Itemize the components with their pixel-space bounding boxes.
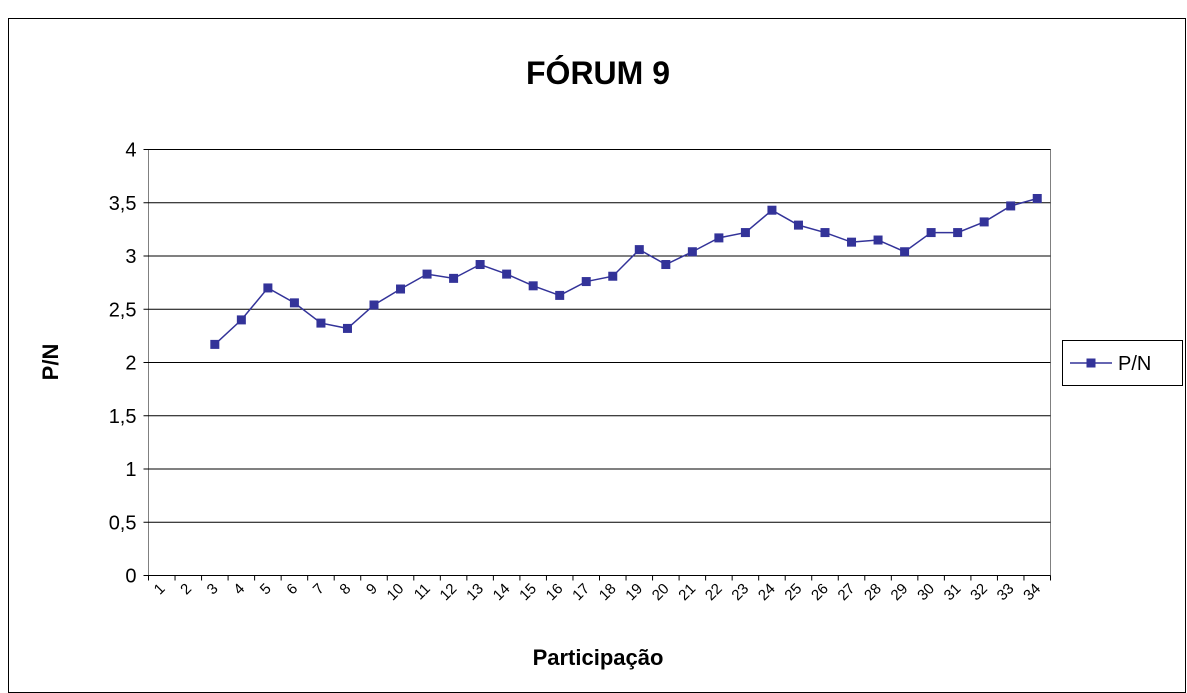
marker: [289, 298, 299, 308]
marker: [475, 260, 485, 270]
marker: [714, 233, 724, 243]
marker: [422, 269, 432, 279]
marker: [342, 323, 352, 333]
marker: [555, 290, 565, 300]
marker: [528, 281, 538, 291]
marker: [369, 300, 379, 310]
legend-label: P/N: [1118, 353, 1151, 375]
x-axis-label: Participação: [533, 645, 664, 670]
marker: [316, 318, 326, 328]
marker: [608, 271, 618, 281]
marker: [740, 228, 750, 238]
marker: [873, 235, 883, 245]
y-tick-label: 1: [125, 459, 136, 481]
marker: [634, 245, 644, 255]
y-tick-label: 3: [125, 246, 136, 268]
marker: [1006, 201, 1016, 211]
marker: [263, 283, 273, 293]
marker: [581, 277, 591, 287]
chart-title: FÓRUM 9: [526, 55, 670, 91]
marker: [687, 247, 697, 257]
marker: [661, 260, 671, 270]
marker: [900, 247, 910, 257]
y-tick-label: 0,5: [109, 512, 137, 534]
marker: [236, 315, 246, 325]
marker: [396, 284, 406, 294]
marker: [1032, 193, 1042, 203]
y-tick-label: 1,5: [109, 406, 137, 428]
marker: [767, 205, 777, 215]
legend-marker: [1086, 358, 1096, 368]
y-axis-label: P/N: [38, 344, 63, 381]
marker: [953, 228, 963, 238]
marker: [502, 269, 512, 279]
marker: [210, 339, 220, 349]
y-tick-label: 4: [125, 140, 136, 162]
marker: [793, 220, 803, 230]
marker: [926, 228, 936, 238]
marker: [847, 237, 857, 247]
y-tick-label: 0: [125, 566, 136, 588]
y-tick-label: 2,5: [109, 299, 137, 321]
marker: [979, 217, 989, 227]
marker: [449, 273, 459, 283]
y-tick-label: 3,5: [109, 193, 137, 215]
marker: [820, 228, 830, 238]
y-tick-label: 2: [125, 353, 136, 375]
